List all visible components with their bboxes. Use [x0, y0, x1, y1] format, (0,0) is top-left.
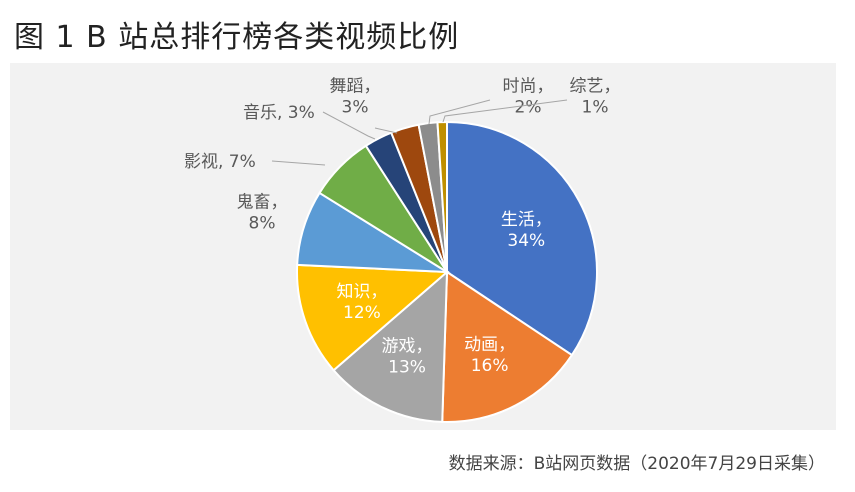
leader-line-音乐: [322, 111, 376, 140]
slice-label-text-鬼畜-2: 8%: [249, 214, 276, 234]
pie-slice-游戏: [332, 269, 449, 423]
slice-label-游戏: 游戏，13%: [382, 336, 433, 377]
slice-label-综艺: 综艺，1%: [570, 77, 621, 118]
slice-label-时尚: 时尚，2%: [503, 77, 554, 118]
leader-line-舞蹈: [374, 127, 398, 134]
slice-label-影视: 影视, 7%: [184, 152, 256, 172]
slice-label-text-综艺-2: 1%: [582, 98, 609, 118]
slice-label-动画: 动画，16%: [464, 335, 515, 376]
slice-label-text-生活-2: 34%: [507, 231, 545, 251]
slice-label-text-游戏-2: 13%: [388, 357, 426, 377]
data-source-note: 数据来源：B站网页数据（2020年7月29日采集）: [448, 454, 825, 474]
slice-label-知识: 知识，12%: [336, 282, 387, 323]
pie-slice-动画: [441, 270, 574, 423]
leader-line-时尚: [428, 99, 491, 125]
slice-label-text-音乐-1: 音乐, 3%: [243, 103, 315, 123]
slice-label-text-舞蹈-2: 3%: [342, 98, 369, 118]
slice-label-text-舞蹈-1: 舞蹈，: [330, 77, 381, 97]
slice-label-text-知识-2: 12%: [343, 303, 381, 323]
pie-slice-知识: [296, 263, 450, 372]
slice-label-text-动画-2: 16%: [471, 356, 509, 376]
chart-title: 图 1 B 站总排行榜各类视频比例: [14, 20, 460, 55]
leader-line-综艺: [442, 99, 568, 123]
slice-label-text-动画-1: 动画，: [464, 335, 515, 355]
slice-label-鬼畜: 鬼畜，8%: [237, 193, 288, 234]
slice-label-text-知识-1: 知识，: [336, 282, 387, 302]
slice-label-text-时尚-2: 2%: [515, 98, 542, 118]
slice-label-text-生活-1: 生活，: [501, 210, 552, 230]
slice-label-text-影视-1: 影视, 7%: [184, 152, 256, 172]
leader-line-影视: [271, 160, 326, 166]
slice-label-text-综艺-1: 综艺，: [570, 77, 621, 97]
pie-slice-综艺: [436, 120, 448, 273]
slice-label-音乐: 音乐, 3%: [243, 103, 315, 123]
slice-label-生活: 生活，34%: [501, 210, 552, 251]
slice-label-text-时尚-1: 时尚，: [503, 77, 554, 97]
slice-label-text-鬼畜-1: 鬼畜，: [237, 193, 288, 213]
slice-label-text-游戏-1: 游戏，: [382, 336, 433, 356]
slice-label-舞蹈: 舞蹈，3%: [330, 77, 381, 118]
